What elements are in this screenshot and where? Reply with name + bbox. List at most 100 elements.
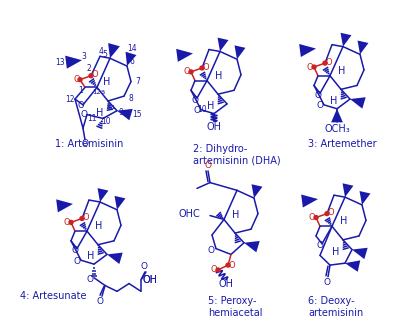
Text: 12a: 12a bbox=[92, 89, 106, 95]
Polygon shape bbox=[114, 196, 126, 210]
Polygon shape bbox=[331, 109, 343, 122]
Text: O: O bbox=[324, 278, 330, 287]
Text: O: O bbox=[64, 218, 70, 227]
Text: 9: 9 bbox=[118, 108, 124, 117]
Text: O: O bbox=[86, 275, 94, 284]
Text: 12: 12 bbox=[65, 95, 75, 104]
Text: OH: OH bbox=[206, 122, 222, 132]
Text: 15: 15 bbox=[132, 110, 142, 119]
Text: O: O bbox=[203, 63, 209, 72]
Text: O: O bbox=[309, 213, 315, 222]
Text: 10: 10 bbox=[197, 105, 207, 114]
Text: O: O bbox=[80, 110, 88, 119]
Text: OH: OH bbox=[218, 279, 234, 289]
Circle shape bbox=[69, 221, 73, 224]
Text: H: H bbox=[338, 66, 346, 76]
Text: 3: Artemether: 3: Artemether bbox=[308, 139, 377, 149]
Text: 6: 6 bbox=[130, 57, 134, 66]
Polygon shape bbox=[65, 56, 82, 69]
Text: 4: 4 bbox=[98, 47, 104, 56]
Text: 2: Dihydro-
artemisinin (DHA): 2: Dihydro- artemisinin (DHA) bbox=[193, 144, 281, 165]
Circle shape bbox=[325, 212, 329, 216]
Text: O: O bbox=[316, 101, 324, 110]
Text: H: H bbox=[87, 251, 95, 261]
Polygon shape bbox=[98, 188, 108, 202]
Text: O: O bbox=[314, 91, 322, 100]
Circle shape bbox=[314, 216, 318, 220]
Circle shape bbox=[323, 61, 327, 65]
Text: H: H bbox=[207, 101, 215, 111]
Text: O: O bbox=[307, 63, 313, 72]
Circle shape bbox=[78, 78, 82, 82]
Text: 10: 10 bbox=[101, 117, 111, 126]
Polygon shape bbox=[126, 52, 136, 66]
Text: OCH₃: OCH₃ bbox=[324, 124, 350, 134]
Text: O: O bbox=[83, 213, 89, 222]
Text: O: O bbox=[204, 160, 212, 169]
Text: H: H bbox=[330, 96, 338, 106]
Text: O: O bbox=[326, 58, 332, 67]
Polygon shape bbox=[342, 183, 354, 197]
Circle shape bbox=[200, 66, 204, 70]
Text: O: O bbox=[140, 262, 148, 271]
Text: 13: 13 bbox=[55, 58, 65, 67]
Polygon shape bbox=[350, 97, 366, 108]
Text: O: O bbox=[328, 208, 334, 217]
Text: O: O bbox=[229, 261, 235, 270]
Text: H: H bbox=[96, 108, 104, 117]
Polygon shape bbox=[252, 184, 262, 198]
Text: 11: 11 bbox=[87, 114, 97, 123]
Text: H: H bbox=[103, 77, 111, 87]
Polygon shape bbox=[301, 195, 318, 208]
Text: 3: 3 bbox=[82, 52, 86, 61]
Polygon shape bbox=[108, 43, 120, 58]
Text: OH: OH bbox=[142, 275, 158, 285]
Text: O: O bbox=[96, 297, 104, 306]
Text: 1: 1 bbox=[79, 86, 83, 95]
Text: O: O bbox=[74, 75, 80, 84]
Text: O: O bbox=[92, 70, 98, 79]
Polygon shape bbox=[352, 248, 368, 259]
Polygon shape bbox=[218, 38, 228, 51]
Text: O: O bbox=[78, 101, 84, 110]
Polygon shape bbox=[299, 44, 316, 57]
Circle shape bbox=[89, 74, 93, 78]
Text: OH: OH bbox=[142, 275, 158, 285]
Text: O: O bbox=[208, 246, 214, 255]
Text: O: O bbox=[74, 257, 80, 266]
Text: O: O bbox=[192, 96, 198, 105]
Polygon shape bbox=[234, 45, 246, 59]
Circle shape bbox=[216, 268, 220, 272]
Polygon shape bbox=[340, 33, 352, 47]
Text: 2: 2 bbox=[87, 65, 91, 74]
Circle shape bbox=[80, 217, 84, 221]
Text: O: O bbox=[194, 106, 200, 115]
Polygon shape bbox=[345, 260, 360, 272]
Text: OHC: OHC bbox=[178, 209, 200, 219]
Text: 5: 5 bbox=[102, 50, 108, 59]
Text: O: O bbox=[82, 139, 88, 148]
Circle shape bbox=[226, 263, 230, 267]
Text: H: H bbox=[215, 71, 223, 81]
Polygon shape bbox=[360, 191, 370, 205]
Text: O: O bbox=[184, 67, 190, 76]
Polygon shape bbox=[176, 49, 193, 62]
Circle shape bbox=[189, 70, 193, 74]
Polygon shape bbox=[244, 241, 260, 252]
Text: O: O bbox=[72, 246, 78, 255]
Text: 6: Deoxy-
artemisinin: 6: Deoxy- artemisinin bbox=[308, 296, 363, 318]
Text: O: O bbox=[316, 241, 324, 250]
Text: H: H bbox=[332, 247, 340, 256]
Polygon shape bbox=[117, 109, 133, 120]
Text: O: O bbox=[211, 265, 217, 274]
Text: 8a: 8a bbox=[107, 104, 115, 110]
Polygon shape bbox=[358, 40, 368, 54]
Text: 1: Artemisinin: 1: Artemisinin bbox=[55, 139, 123, 149]
Polygon shape bbox=[56, 199, 73, 213]
Polygon shape bbox=[107, 253, 123, 264]
Text: 7: 7 bbox=[136, 77, 140, 86]
Text: H: H bbox=[340, 216, 348, 226]
Text: 14: 14 bbox=[127, 44, 137, 53]
Text: H: H bbox=[232, 210, 240, 220]
Text: 4: Artesunate: 4: Artesunate bbox=[20, 291, 86, 301]
